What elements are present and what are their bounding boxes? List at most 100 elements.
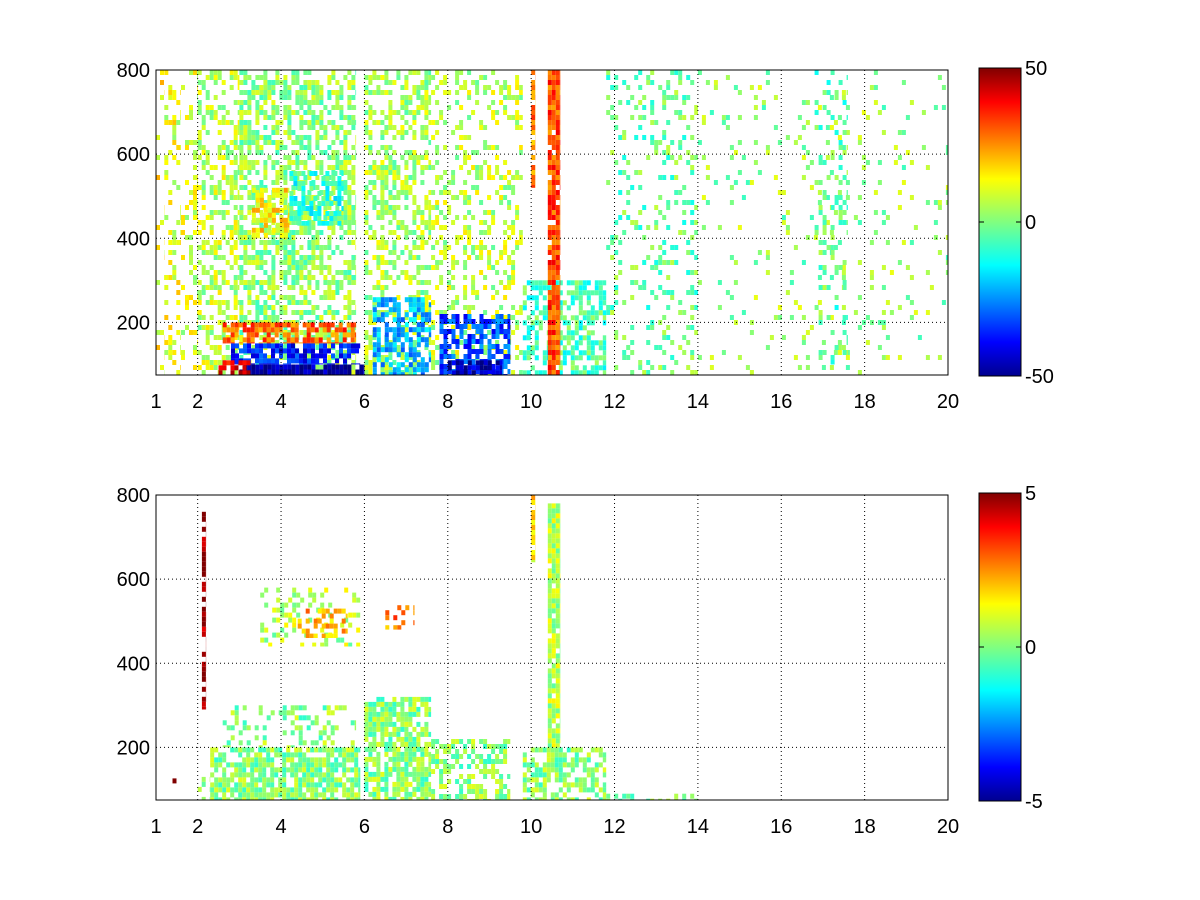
heatmap-cell [180, 110, 181, 115]
heatmap-cell [271, 217, 276, 223]
heatmap-cell [234, 797, 239, 800]
heatmap-cell [330, 710, 335, 716]
heatmap-cell [662, 260, 667, 265]
heatmap-cell [315, 80, 320, 85]
heatmap-cell [237, 225, 240, 230]
heatmap-cell [455, 260, 460, 265]
heatmap-cell [428, 110, 432, 115]
heatmap-cell [467, 155, 472, 160]
heatmap-cell [156, 155, 160, 160]
heatmap-cell [392, 230, 397, 235]
heatmap-cell [822, 90, 827, 95]
heatmap-cell [380, 771, 385, 777]
heatmap-cell [598, 310, 603, 316]
heatmap-cell [368, 135, 373, 140]
heatmap-cell [290, 322, 295, 328]
heatmap-cell [538, 280, 543, 286]
heatmap-cell [193, 230, 197, 235]
heatmap-cell [834, 295, 839, 300]
heatmap-cell [317, 201, 322, 206]
heatmap-cell [259, 358, 263, 364]
heatmap-cell [511, 185, 516, 190]
heatmap-cell [551, 265, 556, 270]
heatmap-cell [416, 210, 421, 215]
heatmap-cell [290, 327, 295, 333]
heatmap-cell [937, 250, 942, 255]
heatmap-cell [467, 314, 472, 319]
y-tick-label: 800 [117, 60, 150, 82]
heatmap-cell [341, 196, 344, 201]
heatmap-cell [354, 792, 359, 798]
heatmap-cell [439, 324, 444, 329]
heatmap-cell [335, 95, 340, 100]
heatmap-cell [337, 211, 342, 216]
heatmap-cell [222, 757, 227, 763]
heatmap-cell [424, 130, 429, 135]
heatmap-cell [487, 85, 492, 90]
heatmap-cell [364, 250, 369, 255]
heatmap-cell [293, 201, 298, 206]
heatmap-cell [785, 290, 790, 295]
heatmap-cell [230, 787, 235, 793]
heatmap-cell [392, 721, 397, 727]
heatmap-cell [303, 145, 308, 150]
heatmap-cell [570, 345, 575, 351]
heatmap-cell [483, 75, 488, 80]
heatmap-cell [368, 310, 373, 315]
heatmap-cell [318, 782, 323, 788]
heatmap-cell [258, 327, 263, 333]
heatmap-cell [197, 90, 202, 95]
heatmap-cell [243, 135, 248, 140]
heatmap-cell [351, 215, 356, 220]
heatmap-cell [255, 90, 260, 95]
heatmap-cell [475, 245, 480, 250]
heatmap-cell [237, 285, 240, 290]
heatmap-cell [251, 232, 256, 238]
heatmap-cell [376, 347, 381, 353]
heatmap-cell [255, 369, 260, 375]
heatmap-cell [313, 196, 318, 201]
heatmap-cell [229, 120, 234, 125]
heatmap-cell [279, 295, 284, 300]
heatmap-cell [479, 370, 484, 375]
heatmap-cell [213, 270, 218, 275]
heatmap-cell [479, 344, 484, 349]
heatmap-cell [646, 155, 651, 160]
heatmap-cell [372, 362, 377, 368]
heatmap-cell [408, 370, 413, 375]
heatmap-cell [233, 225, 238, 230]
heatmap-cell [662, 250, 667, 255]
heatmap-cell [315, 185, 320, 190]
heatmap-cell [221, 115, 226, 120]
heatmap-cell [558, 370, 563, 375]
heatmap-cell [526, 350, 531, 356]
heatmap-cell [408, 297, 413, 303]
heatmap-cell [368, 370, 373, 375]
heatmap-cell [213, 165, 218, 170]
heatmap-cell [380, 245, 385, 250]
heatmap-cell [725, 75, 730, 80]
heatmap-cell [355, 310, 357, 315]
heatmap-cell [801, 145, 806, 150]
heatmap-cell [945, 200, 948, 205]
heatmap-cell [757, 170, 762, 175]
heatmap-cell [315, 265, 320, 270]
heatmap-cell [694, 330, 698, 335]
heatmap-cell [559, 180, 561, 185]
heatmap-cell [327, 120, 332, 125]
heatmap-cell [262, 767, 267, 773]
heatmap-cell [330, 782, 335, 788]
heatmap-cell [396, 317, 401, 323]
heatmap-cell [830, 225, 835, 230]
heatmap-cell [559, 160, 561, 165]
heatmap-cell [515, 215, 520, 220]
heatmap-cell [416, 280, 421, 285]
heatmap-cell [238, 370, 243, 375]
heatmap-cell [455, 300, 460, 305]
heatmap-cell [197, 85, 198, 90]
heatmap-cell [376, 285, 381, 290]
heatmap-cell [384, 90, 389, 95]
heatmap-cell [372, 352, 377, 358]
heatmap-cell [455, 100, 460, 105]
heatmap-cell [283, 180, 288, 185]
